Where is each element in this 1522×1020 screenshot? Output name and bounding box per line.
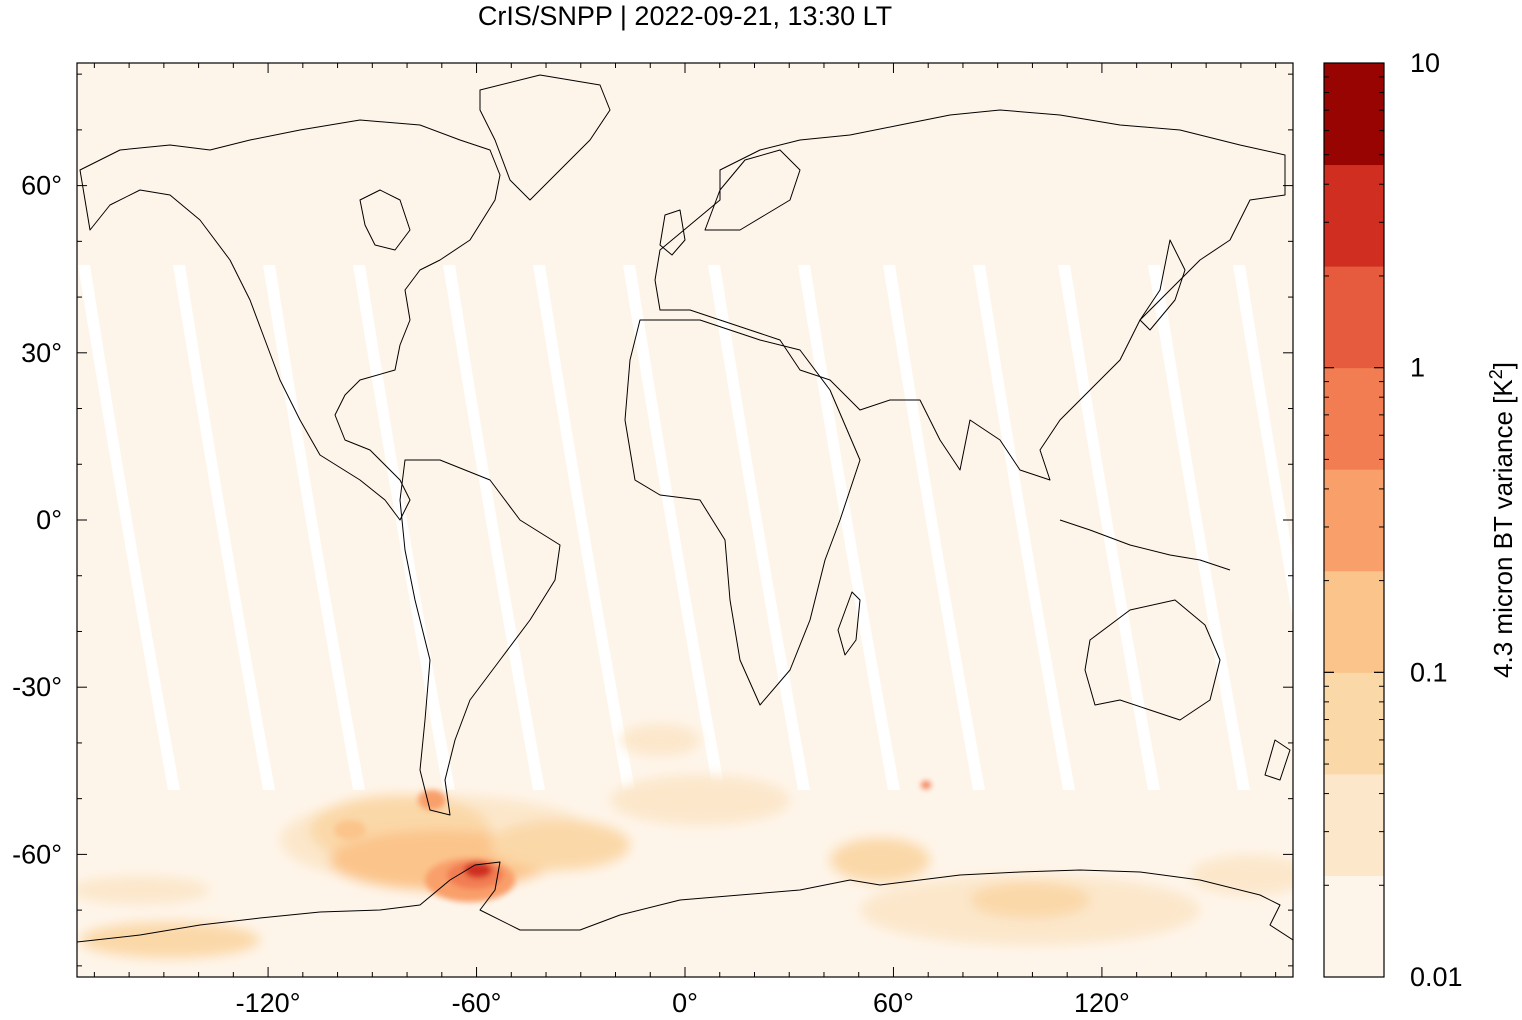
colorbar-band (1324, 773, 1384, 876)
coast-japan (1139, 239, 1186, 331)
swath-gap (798, 265, 900, 790)
y-tick-label: -60° (12, 839, 62, 869)
coast-eurasia (654, 109, 1286, 481)
colorbar-band (1324, 469, 1384, 572)
colorbar-tick-label: 0.1 (1410, 657, 1448, 687)
hotspot-south-atlantic (490, 820, 630, 870)
swath-gap (708, 265, 810, 790)
coast-new-zealand (1264, 739, 1291, 781)
map-plot: -120° -60° 0° 60° 120° 60° 30° 0° -30° -60° (12, 62, 1294, 1018)
colorbar-band (1324, 266, 1384, 369)
hotspot-ross-sea (80, 922, 260, 958)
colorbar-bands (1324, 63, 1384, 978)
hotspot-far-east (1190, 855, 1293, 895)
colorbar-tick-label: 1 (1410, 353, 1425, 383)
hotspot-pacific-sector (77, 876, 210, 904)
hotspot-indian-sector (830, 838, 930, 882)
variance-peaks (334, 781, 931, 902)
colorbar-band (1324, 63, 1384, 166)
coast-scandinavia (704, 149, 801, 231)
y-tick-label: 60° (21, 171, 62, 201)
y-tick-label: 30° (21, 338, 62, 368)
coastlines (77, 74, 1293, 943)
coast-greenland (479, 74, 611, 201)
coast-south-america (399, 459, 561, 816)
y-axis: 60° 30° 0° -30° -60° (12, 171, 62, 870)
colorbar-band (1324, 672, 1384, 775)
swath-gap (623, 265, 725, 790)
swath-gap (883, 265, 985, 790)
swath-gap (173, 265, 275, 790)
coast-africa (624, 319, 861, 706)
swath-gap (1233, 265, 1293, 620)
map-background (77, 63, 1293, 977)
plot-title: CrIS/SNPP | 2022-09-21, 13:30 LT (477, 1, 893, 31)
peak-southern-pacific (334, 820, 366, 840)
y-tick-label: 0° (36, 505, 62, 535)
swath-gap (443, 265, 545, 790)
hotspot-southern-indian (620, 724, 700, 756)
colorbar-frame (1323, 62, 1385, 978)
swath-gap (973, 265, 1075, 790)
colorbar-ticks (1324, 62, 1384, 978)
coast-australia (1084, 599, 1221, 721)
x-tick-label: 0° (672, 988, 698, 1018)
swath-gap (1148, 265, 1250, 790)
colorbar-tick-label: 10 (1410, 48, 1440, 78)
x-axis: -120° -60° 0° 60° 120° (236, 988, 1130, 1018)
colorbar: 10 1 0.1 0.01 4.3 micron BT variance [K2] (1323, 48, 1518, 992)
hotspot-south-africa-sector (610, 775, 790, 825)
colorbar-band (1324, 164, 1384, 267)
colorbar-tick-labels: 10 1 0.1 0.01 (1410, 48, 1463, 992)
colorbar-tick-label: 0.01 (1410, 962, 1463, 992)
coast-north-america (79, 119, 501, 521)
colorbar-band (1324, 367, 1384, 470)
x-tick-label: 120° (1074, 988, 1130, 1018)
x-tick-label: -120° (236, 988, 301, 1018)
peak-tierra-del-fuego (418, 790, 446, 810)
map-minor-ticks (77, 63, 1293, 977)
variance-field (77, 724, 1293, 958)
peak-peninsula-core (464, 862, 492, 878)
coast-madagascar (837, 591, 861, 656)
coast-indonesia (1059, 519, 1231, 571)
y-tick-label: -30° (12, 672, 62, 702)
colorbar-band (1324, 875, 1384, 978)
x-tick-label: 60° (873, 988, 914, 1018)
colorbar-title: 4.3 micron BT variance [K2] (1486, 362, 1518, 678)
x-tick-label: -60° (452, 988, 502, 1018)
coast-uk (659, 209, 686, 256)
hotspot-east-antarctica-core (970, 882, 1090, 918)
coast-hudson-bay (359, 189, 411, 251)
peak-kerguelen (921, 781, 931, 789)
colorbar-band (1324, 570, 1384, 673)
swath-gap (78, 265, 180, 790)
swath-gap (533, 265, 635, 790)
coast-antarctica (77, 861, 1293, 943)
